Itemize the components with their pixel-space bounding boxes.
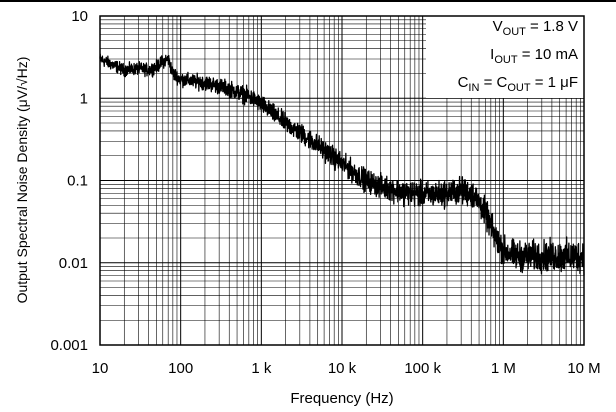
plot-frame [99, 15, 585, 346]
annotation-subscript: OUT [494, 54, 518, 66]
top-rule [0, 0, 616, 2]
y-tick-label: 10 [71, 8, 88, 25]
y-tick-label: 0.1 [67, 173, 88, 190]
noise-density-trace [99, 53, 585, 276]
x-tick-label: 1 k [251, 360, 272, 377]
annotation-line: VOUT = 1.8 V [493, 18, 578, 38]
annotation-symbol: C [458, 74, 469, 91]
x-tick-label: 10 k [328, 360, 357, 377]
annotation-symbol: V [493, 18, 503, 35]
annotation-subscript: IN [468, 82, 479, 94]
annotation-value: = 1.8 V [526, 18, 578, 35]
x-tick-label: 1 M [491, 360, 516, 377]
annotation-symbol: I [490, 46, 494, 63]
y-axis-label: Output Spectral Noise Density (μV/√Hz) [14, 57, 30, 304]
annotation-box [426, 12, 584, 98]
y-tick-label: 0.001 [50, 337, 88, 354]
x-axis-label: Frequency (Hz) [290, 390, 393, 407]
annotation-value: = 10 mA [518, 46, 578, 63]
annotation-line: CIN = COUT = 1 μF [458, 74, 578, 94]
annotation-subscript: OUT [507, 82, 531, 94]
x-tick-label: 100 k [404, 360, 441, 377]
series-layer [99, 53, 585, 276]
y-tick-label: 0.01 [59, 255, 88, 272]
y-tick-labels: 10 1 0.1 0.01 0.001 [50, 8, 88, 354]
x-tick-label: 10 M [567, 360, 600, 377]
y-tick-label: 1 [80, 90, 88, 107]
x-tick-label: 100 [168, 360, 193, 377]
annotation-line: IOUT = 10 mA [490, 46, 578, 66]
x-tick-label: 10 [92, 360, 109, 377]
x-tick-labels: 10 100 1 k 10 k 100 k 1 M 10 M [92, 360, 601, 377]
annotation-text: = C [479, 74, 507, 91]
annotation-value: = 1 μF [531, 74, 578, 91]
annotation-subscript: OUT [503, 26, 527, 38]
